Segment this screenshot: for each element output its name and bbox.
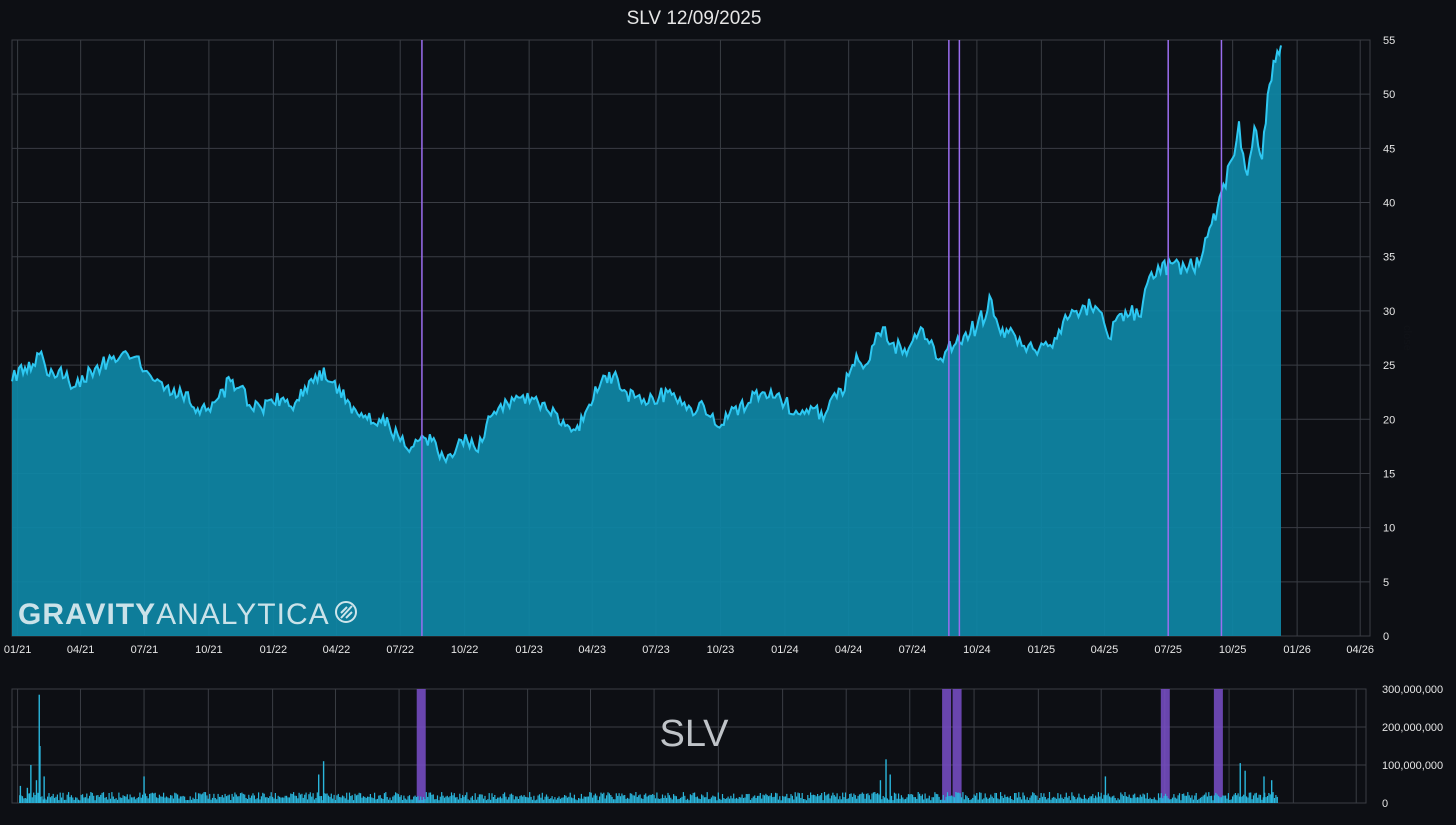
watermark-bold: GRAVITY (18, 598, 156, 631)
gravity-analytica-watermark: GRAVITYANALYTICA (18, 598, 357, 631)
price-y-tick-label: 15 (1383, 468, 1395, 480)
price-y-tick-label: 45 (1383, 143, 1395, 155)
price-x-tick-label: 04/26 (1346, 644, 1374, 656)
price-x-tick-label: 07/22 (386, 644, 414, 656)
rocket-icon (335, 601, 357, 623)
price-panel: 0 5 10 15 20 25 30 35 40 45 50 55 01/21 04/21 07/21 10… (4, 35, 1413, 656)
price-x-tick-label: 04/24 (835, 644, 863, 656)
price-y-tick-label: 35 (1383, 252, 1395, 264)
volume-bars (19, 694, 1278, 803)
price-x-tick-label: 07/25 (1154, 644, 1182, 656)
price-x-tick-label: 01/22 (260, 644, 288, 656)
price-y-tick-label: 10 (1383, 523, 1395, 535)
price-y-tick-label: 40 (1383, 198, 1395, 210)
price-x-tick-label: 10/22 (451, 644, 479, 656)
price-y-tick-label: 25 (1383, 360, 1395, 372)
svg-text:GRAVITYANALYTICA: GRAVITYANALYTICA (18, 598, 330, 631)
volume-event-bands (416, 689, 1223, 803)
volume-event-band (1213, 689, 1223, 803)
price-close-line (11, 45, 1282, 465)
price-y-tick-label: 55 (1383, 35, 1395, 47)
price-y-axis-label: close (1401, 325, 1413, 351)
watermark-light: ANALYTICA (156, 598, 330, 631)
price-x-tick-label: 01/25 (1028, 644, 1056, 656)
price-x-axis: 01/21 04/21 07/21 10/21 01/22 04/22 07/22 10/22… (4, 644, 1374, 656)
volume-ticker-label: SLV (659, 713, 729, 755)
price-event-lines (421, 40, 1223, 636)
price-x-tick-label: 07/24 (899, 644, 927, 656)
price-x-tick-label: 10/24 (963, 644, 991, 656)
price-x-tick-label: 04/22 (323, 644, 351, 656)
price-x-tick-label: 01/23 (515, 644, 543, 656)
price-x-tick-label: 04/21 (67, 644, 95, 656)
volume-y-tick-label: 200,000,000 (1382, 722, 1443, 734)
volume-y-tick-label: 300,000,000 (1382, 684, 1443, 696)
volume-y-tick-label: 100,000,000 (1382, 760, 1443, 772)
price-y-tick-label: 20 (1383, 414, 1395, 426)
price-x-tick-label: 07/21 (131, 644, 159, 656)
price-x-tick-label: 01/24 (771, 644, 799, 656)
volume-event-band (952, 689, 962, 803)
price-y-tick-label: 30 (1383, 306, 1395, 318)
price-area (11, 45, 1282, 636)
volume-event-band (1160, 689, 1170, 803)
price-y-tick-label: 0 (1383, 631, 1389, 643)
price-x-tick-label: 10/23 (707, 644, 735, 656)
price-y-axis: 0 5 10 15 20 25 30 35 40 45 50 55 (1383, 35, 1395, 643)
chart-title: SLV 12/09/2025 (627, 8, 762, 29)
price-x-tick-label: 07/23 (642, 644, 670, 656)
price-x-tick-label: 04/25 (1091, 644, 1119, 656)
price-y-tick-label: 50 (1383, 89, 1395, 101)
volume-y-tick-label: 0 (1382, 798, 1388, 810)
price-x-tick-label: 01/26 (1283, 644, 1311, 656)
price-x-tick-label: 01/21 (4, 644, 32, 656)
volume-y-axis: 300,000,000 200,000,000 100,000,000 0 (1382, 684, 1443, 810)
price-x-tick-label: 04/23 (578, 644, 606, 656)
volume-panel: 300,000,000 200,000,000 100,000,000 0 SLV (11, 684, 1443, 810)
price-y-tick-label: 5 (1383, 577, 1389, 589)
volume-event-band (942, 689, 952, 803)
price-x-tick-label: 10/25 (1219, 644, 1247, 656)
price-x-tick-label: 10/21 (195, 644, 223, 656)
volume-event-band (416, 689, 426, 803)
price-area-fill (12, 45, 1281, 636)
